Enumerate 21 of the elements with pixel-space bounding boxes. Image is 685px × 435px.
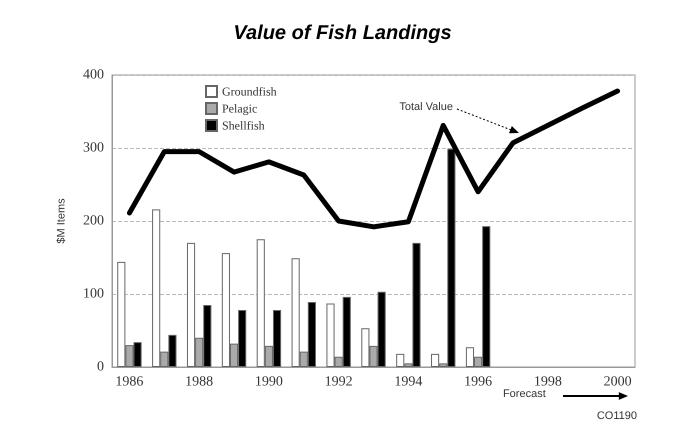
y-tick-label: 400 — [83, 68, 104, 82]
y-tick-label: 0 — [97, 360, 104, 374]
y-tick-label: 300 — [83, 140, 104, 156]
series-label: Total Value — [399, 100, 453, 113]
x-tick-label: 1996 — [464, 374, 492, 390]
legend-label: Shellfish — [222, 118, 265, 132]
chart-title: Value of Fish Landings — [233, 22, 452, 44]
y-axis-title: $M Items — [56, 198, 68, 244]
legend-label: Groundfish — [222, 84, 277, 98]
y-tick-label: 100 — [83, 286, 104, 302]
legend-label: Pelagic — [222, 102, 258, 116]
x-tick-label: 2000 — [604, 374, 632, 390]
x-tick-label: 1998 — [534, 374, 562, 390]
x-tick-label: 1994 — [394, 374, 422, 390]
x-tick-label: 1986 — [115, 374, 144, 390]
x-tick-label: 1992 — [324, 374, 353, 390]
x-tick-label: 1988 — [185, 374, 214, 390]
text: Forecast — [502, 388, 546, 400]
y-tick-label: 200 — [83, 214, 104, 228]
text: CO1190 — [596, 410, 637, 422]
x-tick-label: 1990 — [254, 374, 283, 390]
